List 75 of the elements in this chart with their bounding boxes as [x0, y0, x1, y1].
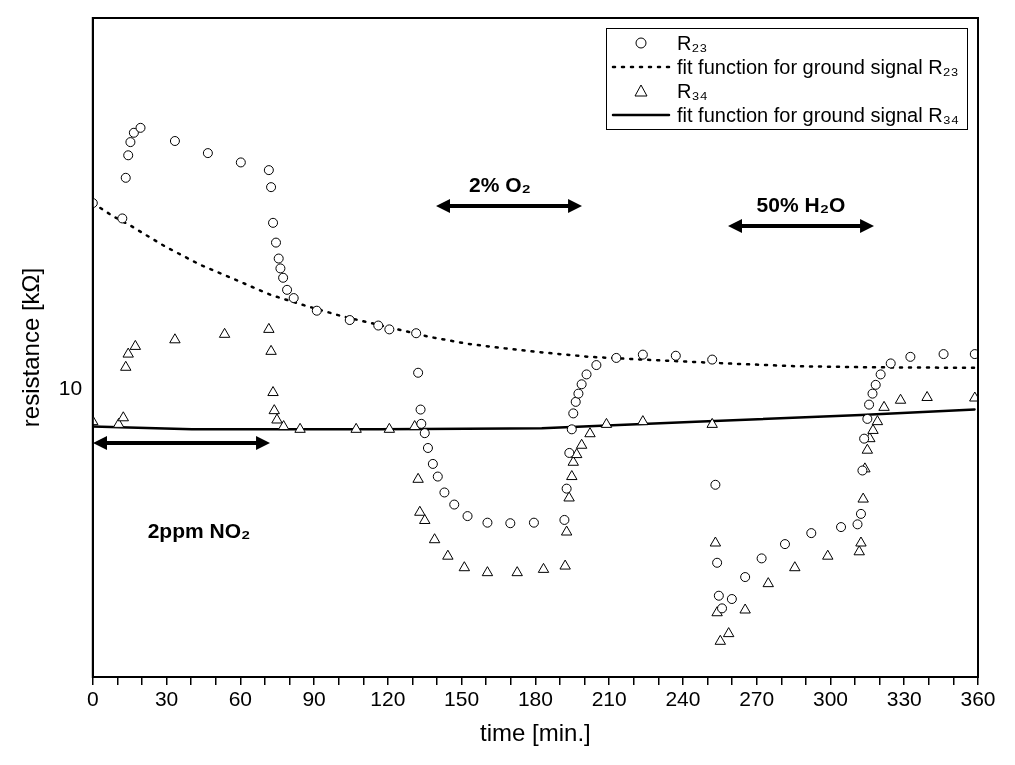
point	[871, 415, 884, 426]
point	[428, 533, 441, 544]
point	[560, 525, 573, 536]
point	[412, 472, 424, 483]
point	[861, 443, 874, 454]
point	[112, 417, 125, 428]
point	[857, 492, 869, 503]
point	[739, 603, 751, 614]
point	[709, 536, 722, 547]
point	[855, 536, 867, 547]
point	[566, 470, 578, 481]
x-axis-title: time [min.]	[480, 719, 591, 747]
point	[637, 415, 649, 426]
point	[822, 549, 834, 560]
point	[268, 404, 280, 415]
annotation: 2% O₂	[469, 172, 531, 196]
point	[294, 422, 306, 433]
point	[714, 634, 727, 645]
point	[575, 438, 588, 449]
point	[511, 566, 523, 577]
x-tick-label: 210	[591, 687, 627, 711]
point	[277, 420, 290, 431]
legend-label: R₃₄	[676, 79, 708, 103]
point	[383, 422, 396, 433]
x-tick-label: 30	[154, 687, 179, 711]
point	[878, 400, 890, 411]
point	[265, 344, 277, 355]
x-tick-label: 150	[444, 687, 480, 711]
point	[408, 420, 421, 431]
x-tick-label: 330	[886, 687, 922, 711]
point	[218, 327, 231, 338]
point	[117, 411, 129, 422]
point	[263, 322, 275, 333]
point	[706, 417, 718, 428]
point	[867, 423, 879, 434]
x-tick-label: 180	[517, 687, 553, 711]
x-tick-label: 60	[228, 687, 253, 711]
point	[129, 339, 142, 350]
point	[442, 549, 454, 560]
point	[921, 390, 933, 401]
point	[419, 513, 431, 524]
legend-label: fit function for ground signal R₃₄	[676, 103, 959, 127]
point	[722, 627, 735, 638]
point	[414, 505, 426, 516]
point	[600, 417, 613, 428]
annotation: 50% H₂O	[756, 192, 846, 216]
x-tick-label: 90	[302, 687, 326, 711]
point	[571, 448, 583, 459]
point	[169, 333, 181, 344]
point	[762, 577, 774, 588]
point	[853, 545, 865, 556]
point	[481, 566, 494, 577]
point	[350, 422, 362, 433]
point	[559, 559, 571, 570]
x-tick-label: 360	[960, 687, 996, 711]
x-tick-label: 120	[370, 687, 406, 711]
text: 10	[58, 375, 83, 399]
y-axis-title: resistance [kΩ]	[17, 267, 45, 428]
point	[563, 491, 575, 502]
point	[267, 386, 279, 397]
point	[584, 427, 596, 438]
legend-label: fit function for ground signal R₂₃	[676, 55, 959, 79]
point	[120, 360, 132, 371]
point	[271, 413, 283, 424]
x-tick-label: 270	[739, 687, 775, 711]
point	[789, 561, 801, 572]
point	[458, 561, 471, 572]
x-tick-label: 0	[86, 687, 99, 711]
legend-label: R₂₃	[676, 31, 708, 55]
point	[894, 393, 907, 404]
x-tick-label: 300	[812, 687, 848, 711]
point	[122, 347, 134, 358]
x-tick-label: 240	[665, 687, 701, 711]
annotation: 2ppm NO₂	[147, 518, 251, 542]
point	[537, 562, 550, 573]
